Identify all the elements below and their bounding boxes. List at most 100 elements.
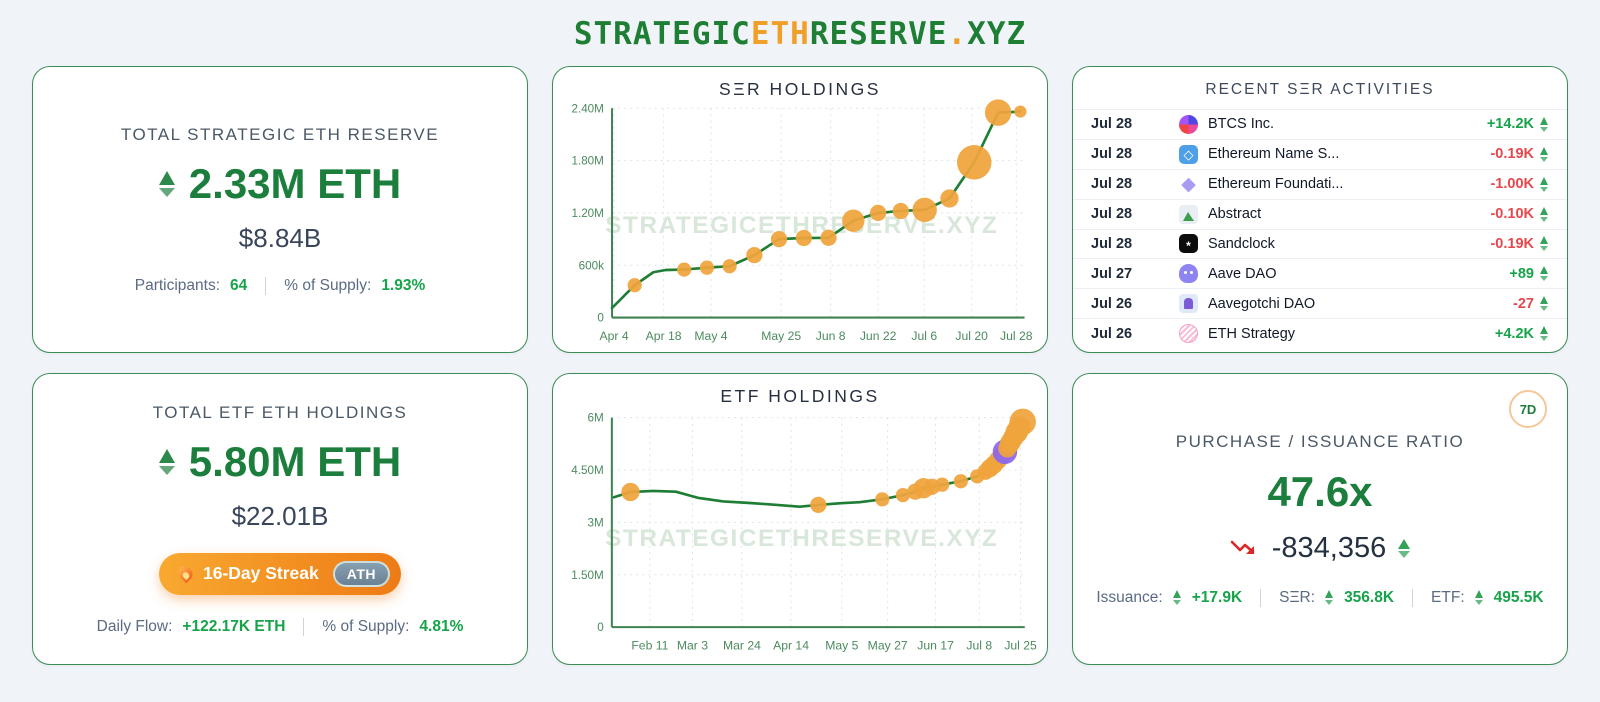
activity-entity: Aavegotchi DAO: [1179, 294, 1513, 314]
svg-text:Jun 22: Jun 22: [860, 329, 897, 343]
entity-icon: [1179, 175, 1198, 194]
total-ser-value-row: 2.33M ETH: [158, 160, 401, 208]
activity-amount: +4.2K: [1494, 325, 1534, 342]
svg-text:1.50M: 1.50M: [571, 569, 603, 582]
svg-text:Jul 6: Jul 6: [911, 329, 937, 343]
recent-activities-card: RECENT SΞR ACTIVITIES Jul 28 BTCS Inc. +…: [1072, 66, 1568, 353]
svg-text:2.40M: 2.40M: [571, 102, 603, 115]
activity-row[interactable]: Jul 28 BTCS Inc. +14.2K: [1073, 109, 1567, 139]
activity-row[interactable]: Jul 28 Ethereum Name S... -0.19K: [1073, 138, 1567, 169]
eth-diamond-icon: [1474, 590, 1484, 605]
activity-entity-name: Abstract: [1208, 206, 1262, 223]
activity-entity: Ethereum Name S...: [1179, 144, 1490, 164]
total-ser-stats: Participants: 64 % of Supply: 1.93%: [134, 276, 426, 295]
eth-diamond-icon: [1540, 176, 1549, 192]
entity-icon: [1179, 294, 1198, 314]
flame-icon: [179, 566, 192, 581]
issuance-value: +17.9K: [1191, 588, 1243, 606]
ser-chart-title: SΞR HOLDINGS: [719, 79, 881, 99]
eth-diamond-icon: [1540, 236, 1549, 252]
eth-diamond-icon: [1540, 206, 1549, 222]
total-ser-usd: $8.84B: [238, 222, 322, 253]
activity-row[interactable]: Jul 28 Sandclock -0.19K: [1073, 228, 1567, 259]
svg-text:Apr 14: Apr 14: [773, 639, 809, 653]
total-ser-title: TOTAL STRATEGIC ETH RESERVE: [120, 124, 440, 144]
activity-date: Jul 28: [1091, 206, 1133, 223]
supply-label: % of Supply:: [284, 276, 372, 294]
daily-flow-value: +122.17K ETH: [182, 617, 286, 635]
svg-text:Apr 18: Apr 18: [646, 329, 682, 343]
streak-badge: 16-Day Streak ATH: [158, 552, 401, 595]
supply-value: 1.93%: [381, 276, 426, 294]
timeframe-7d-badge[interactable]: 7D: [1509, 390, 1547, 428]
eth-diamond-icon: [158, 170, 175, 197]
activity-entity-name: ETH Strategy: [1208, 325, 1296, 342]
eth-diamond-icon: [1540, 296, 1549, 312]
svg-text:Jul 28: Jul 28: [1000, 329, 1033, 343]
divider: [303, 617, 305, 636]
activity-value: -0.19K: [1490, 236, 1549, 252]
activity-amount: -0.19K: [1490, 146, 1534, 163]
svg-text:Jun 8: Jun 8: [816, 329, 846, 343]
activity-date: Jul 26: [1091, 295, 1133, 312]
entity-icon: [1179, 114, 1198, 134]
activity-value: -0.19K: [1490, 146, 1549, 162]
etf-label: ETF:: [1431, 588, 1465, 606]
site-title-dot: .: [947, 16, 968, 52]
total-etf-title: TOTAL ETF ETH HOLDINGS: [152, 402, 408, 422]
activity-entity-name: Ethereum Name S...: [1208, 146, 1340, 163]
activity-value: +89: [1509, 266, 1549, 282]
activity-row[interactable]: Jul 26 Aavegotchi DAO -27: [1073, 288, 1567, 318]
total-etf-card: TOTAL ETF ETH HOLDINGS 5.80M ETH $22.01B…: [32, 373, 528, 665]
card-grid: TOTAL STRATEGIC ETH RESERVE 2.33M ETH $8…: [32, 66, 1568, 665]
svg-text:Jul 8: Jul 8: [966, 639, 992, 653]
entity-icon: [1179, 234, 1198, 254]
etf-holdings-chart[interactable]: 0 1.50M 3M 4.50M 6M STRATEGICETHRESERVE.XYZ Fe…: [561, 399, 1039, 658]
svg-text:STRATEGICETHRESERVE.XYZ: STRATEGICETHRESERVE.XYZ: [605, 525, 998, 552]
activity-row[interactable]: Jul 28 Abstract -0.10K: [1073, 198, 1567, 229]
activity-row[interactable]: Jul 28 Ethereum Foundati... -1.00K: [1073, 168, 1567, 199]
ratio-delta-row: -834,356: [1230, 532, 1411, 565]
site-title-reserve: RESERVE: [809, 16, 948, 52]
ratio-title: PURCHASE / ISSUANCE RATIO: [1175, 431, 1465, 451]
svg-text:0: 0: [597, 312, 604, 325]
eth-diamond-icon: [1172, 590, 1182, 605]
activity-row[interactable]: Jul 26 ETH Strategy +4.2K: [1073, 318, 1567, 348]
svg-text:1.80M: 1.80M: [571, 155, 603, 168]
activity-value: +14.2K: [1487, 116, 1549, 132]
participants-label: Participants:: [134, 276, 221, 294]
svg-text:May 25: May 25: [761, 329, 801, 343]
site-title-strategic: STRATEGIC: [573, 16, 751, 52]
eth-diamond-icon: [1325, 590, 1334, 605]
recent-activities-title: RECENT SΞR ACTIVITIES: [1205, 81, 1435, 98]
issuance-label: Issuance:: [1096, 588, 1163, 606]
down-trend-icon: [1230, 540, 1255, 554]
site-title-eth: ETH: [750, 16, 810, 52]
activity-amount: +89: [1509, 265, 1534, 282]
eth-diamond-icon: [1540, 116, 1549, 132]
svg-text:Jul 25: Jul 25: [1004, 639, 1037, 653]
eth-diamond-icon: [1540, 146, 1549, 162]
activity-entity-name: Sandclock: [1208, 235, 1275, 252]
activity-rows: Jul 28 BTCS Inc. +14.2K Jul 28: [1073, 109, 1567, 348]
etf-holdings-card: ETF HOLDINGS 0 1.50M 3M 4.50M 6M STRATEGICETH…: [552, 373, 1048, 665]
activity-date: Jul 28: [1091, 235, 1133, 252]
etf-value: 495.5K: [1493, 588, 1544, 606]
ath-badge: ATH: [332, 560, 390, 587]
activity-row[interactable]: Jul 27 Aave DAO +89: [1073, 258, 1567, 288]
ratio-stats: Issuance: +17.9K SΞR: 356.8K ETF: 495.5K: [1096, 588, 1544, 607]
total-etf-usd: $22.01B: [231, 500, 329, 531]
entity-icon: [1179, 264, 1198, 284]
activity-entity-name: Aavegotchi DAO: [1208, 295, 1316, 312]
activity-entity: Ethereum Foundati...: [1179, 175, 1490, 194]
total-etf-value: 5.80M ETH: [188, 437, 402, 485]
activity-entity: Abstract: [1179, 204, 1490, 224]
activity-amount: -0.19K: [1490, 235, 1534, 252]
etf-supply-value: 4.81%: [419, 617, 464, 635]
participants-value: 64: [230, 276, 248, 294]
svg-text:1.20M: 1.20M: [571, 207, 603, 220]
activity-entity-name: Ethereum Foundati...: [1208, 176, 1344, 193]
entity-icon: [1179, 204, 1198, 224]
ser-holdings-chart[interactable]: 0600k1.20M1.80M2.40MSTRATEGICETHRESERVE.…: [561, 92, 1039, 346]
activity-entity: ETH Strategy: [1179, 324, 1495, 344]
